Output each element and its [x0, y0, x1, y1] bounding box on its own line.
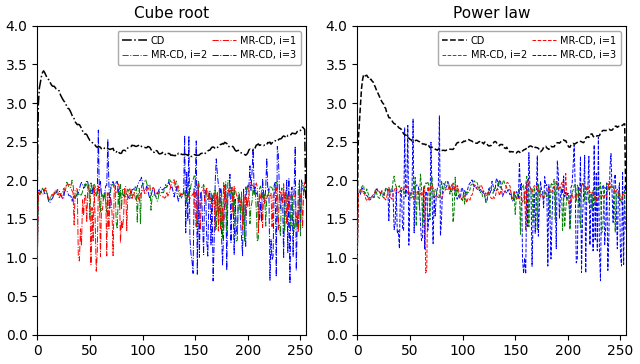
Title: Cube root: Cube root	[134, 5, 209, 20]
Title: Power law: Power law	[452, 5, 531, 20]
Legend: CD, MR-CD, i=2, MR-CD, i=1, MR-CD, i=3: CD, MR-CD, i=2, MR-CD, i=1, MR-CD, i=3	[438, 31, 621, 65]
Legend: CD, MR-CD, i=2, MR-CD, i=1, MR-CD, i=3: CD, MR-CD, i=2, MR-CD, i=1, MR-CD, i=3	[118, 31, 301, 65]
